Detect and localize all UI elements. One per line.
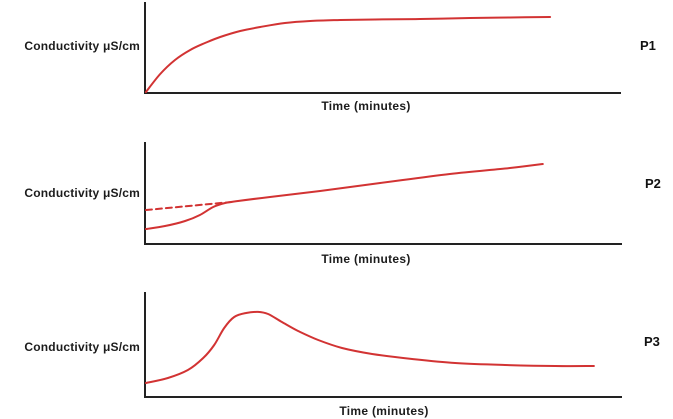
p1-x-axis-label: Time (minutes) — [321, 99, 411, 113]
p2-panel-label: P2 — [645, 176, 661, 191]
p1-y-axis-label: Conductivity μS/cm — [24, 39, 140, 53]
p3-plot — [144, 292, 622, 398]
p3-panel-label: P3 — [644, 334, 660, 349]
p2-x-axis-label: Time (minutes) — [321, 252, 411, 266]
p3-y-axis-label: Conductivity μS/cm — [24, 340, 140, 354]
p2-plot — [144, 142, 622, 245]
p2-y-axis-label: Conductivity μS/cm — [24, 186, 140, 200]
p3-x-axis-label: Time (minutes) — [339, 404, 429, 418]
p1-panel-label: P1 — [640, 38, 656, 53]
p1-plot — [144, 2, 621, 94]
